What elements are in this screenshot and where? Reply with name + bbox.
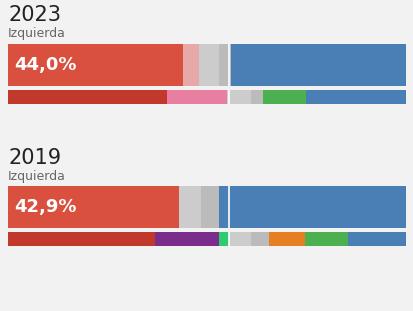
Text: 2023: 2023 — [8, 5, 61, 25]
Bar — [250, 90, 262, 104]
Bar — [167, 90, 226, 104]
Text: Izquierda: Izquierda — [8, 170, 66, 183]
Bar — [330, 90, 405, 104]
Bar — [218, 186, 405, 228]
Text: 42,9%: 42,9% — [14, 198, 76, 216]
Text: 44,0%: 44,0% — [14, 56, 76, 74]
Bar — [306, 90, 330, 104]
Bar — [199, 44, 218, 86]
Bar — [8, 186, 178, 228]
Bar — [183, 44, 199, 86]
Bar — [8, 232, 155, 246]
Bar — [155, 232, 218, 246]
Bar — [218, 44, 230, 86]
Bar — [226, 90, 250, 104]
Bar — [268, 232, 304, 246]
Bar — [250, 232, 268, 246]
Bar — [178, 186, 200, 228]
Bar — [347, 232, 405, 246]
Text: Izquierda: Izquierda — [8, 27, 66, 40]
Bar — [262, 90, 306, 104]
Bar — [8, 90, 167, 104]
Bar — [200, 186, 218, 228]
Text: 2019: 2019 — [8, 148, 61, 168]
Bar — [8, 44, 183, 86]
Bar — [218, 232, 228, 246]
Bar — [230, 44, 405, 86]
Bar — [304, 232, 347, 246]
Bar — [228, 232, 250, 246]
